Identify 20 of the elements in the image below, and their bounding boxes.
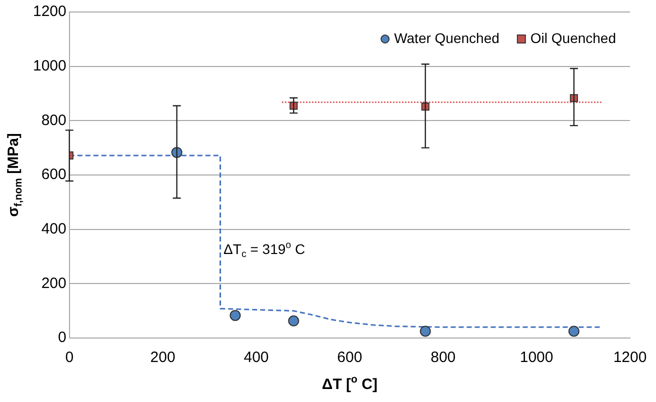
y-tick-label: 800 — [41, 112, 66, 129]
x-tick-label: 200 — [150, 349, 176, 366]
x-tick-label: 1000 — [520, 349, 554, 366]
legend-label: Water Quenched — [394, 30, 500, 46]
legend-label: Oil Quenched — [530, 30, 616, 46]
point — [568, 326, 580, 337]
x-tick-label: 800 — [430, 349, 456, 366]
y-tick-label: 200 — [41, 274, 66, 292]
y-tick-label: 0 — [58, 329, 66, 346]
x-tick-label: 1200 — [613, 349, 647, 366]
x-tick-label: 400 — [244, 349, 269, 366]
y-tick-label: 1000 — [32, 57, 66, 74]
y-tick-label: 600 — [41, 166, 66, 184]
point — [420, 326, 431, 337]
point — [230, 310, 241, 321]
y-tick-label: 1200 — [32, 3, 66, 20]
y-axis-title: σf,nom [MPa] — [5, 133, 24, 217]
point — [288, 315, 300, 326]
y-tick-label: 400 — [41, 220, 66, 238]
x-tick-label: 600 — [337, 349, 362, 366]
